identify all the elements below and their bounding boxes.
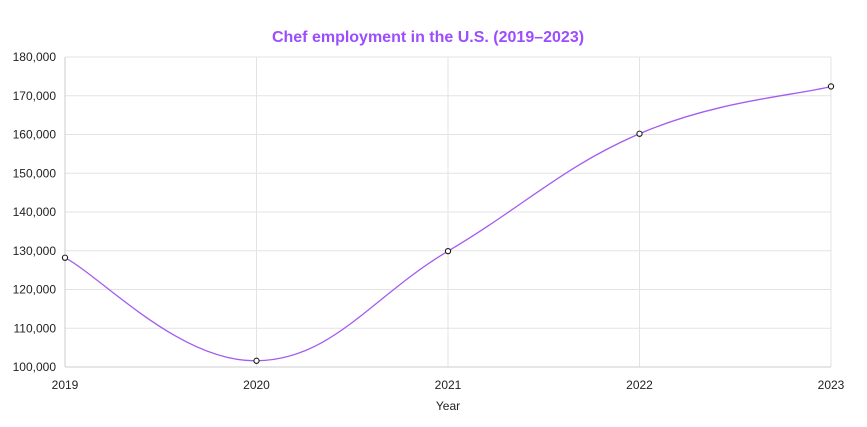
y-tick-label: 150,000	[13, 166, 57, 180]
grid-lines	[65, 56, 832, 367]
data-point[interactable]	[636, 130, 643, 137]
x-tick-label: 2023	[818, 378, 845, 392]
x-tick-label: 2020	[243, 378, 270, 392]
chart-title: Chef employment in the U.S. (2019–2023)	[272, 29, 584, 46]
y-tick-label: 140,000	[13, 205, 57, 219]
data-point[interactable]	[61, 254, 69, 261]
x-axis-title: Year	[436, 399, 460, 413]
data-point[interactable]	[444, 247, 452, 255]
y-tick-label: 180,000	[13, 50, 57, 64]
y-tick-label: 100,000	[13, 360, 57, 374]
x-tick-label: 2021	[435, 378, 462, 392]
x-axis-tick-labels: 2019 2020 2021 2022 2023	[52, 378, 845, 392]
y-tick-label: 110,000	[14, 321, 57, 335]
data-point[interactable]	[827, 83, 835, 90]
data-points	[61, 83, 835, 364]
x-tick-label: 2019	[52, 378, 79, 392]
y-tick-label: 130,000	[13, 244, 57, 258]
y-tick-label: 120,000	[13, 283, 57, 297]
y-tick-label: 170,000	[13, 89, 57, 103]
y-axis-tick-labels: 100,000 110,000 120,000 130,000 140,000 150,0…	[13, 50, 57, 374]
data-point[interactable]	[253, 357, 260, 364]
axes	[64, 57, 831, 368]
x-tick-label: 2022	[626, 378, 653, 392]
y-tick-label: 160,000	[13, 128, 57, 142]
